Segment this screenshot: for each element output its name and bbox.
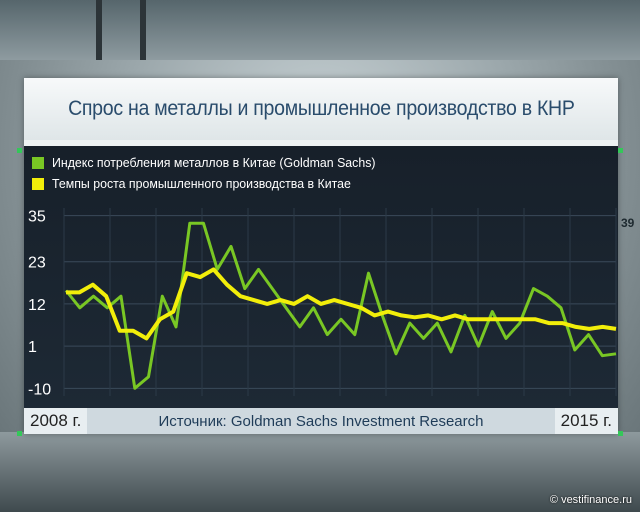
legend-swatch-yellow: [32, 177, 44, 190]
y-tick-label: 23: [28, 255, 46, 272]
x-axis-end-label: 2015 г.: [554, 408, 618, 434]
chart-title: Спрос на металлы и промышленное производ…: [67, 97, 575, 120]
line-chart: 35 23 12 1 -10: [28, 208, 617, 398]
source-label: Источник: Goldman Sachs Investment Resea…: [158, 412, 484, 430]
corner-marker: [618, 148, 623, 153]
y-tick-label: 1: [28, 339, 37, 356]
legend-label-production: Темпы роста промышленного производства в…: [52, 176, 351, 191]
corner-marker: [618, 431, 623, 436]
studio-beam: [96, 0, 102, 60]
legend-item-production: Темпы роста промышленного производства в…: [32, 173, 393, 194]
corner-marker: [17, 148, 22, 153]
studio-beam: [140, 0, 146, 60]
y-tick-label: 35: [28, 209, 46, 226]
plot-area: 35 23 12 1 -10 Индекс потребления металлов в…: [24, 146, 618, 434]
studio-background-bottom: [0, 432, 640, 512]
x-axis-start-label: 2008 г.: [24, 408, 88, 434]
series-line-production: [66, 267, 617, 341]
legend: Индекс потребления металлов в Китае (Gol…: [32, 152, 393, 194]
y-tick-label: -10: [28, 381, 51, 398]
chart-footer: 2008 г. Источник: Goldman Sachs Investme…: [24, 408, 618, 434]
y-tick-label: 12: [28, 297, 46, 314]
watermark: © vestifinance.ru: [549, 494, 632, 506]
legend-item-metals: Индекс потребления металлов в Китае (Gol…: [32, 152, 393, 173]
background-number: 39: [621, 216, 635, 230]
studio-background-top: [0, 0, 640, 60]
series-line-metals: [64, 221, 617, 390]
chart-card: Спрос на металлы и промышленное производ…: [24, 78, 618, 434]
corner-marker: [17, 431, 22, 436]
title-bar: Спрос на металлы и промышленное производ…: [24, 78, 618, 140]
legend-label-metals: Индекс потребления металлов в Китае (Gol…: [52, 155, 376, 170]
legend-swatch-green: [32, 156, 44, 169]
